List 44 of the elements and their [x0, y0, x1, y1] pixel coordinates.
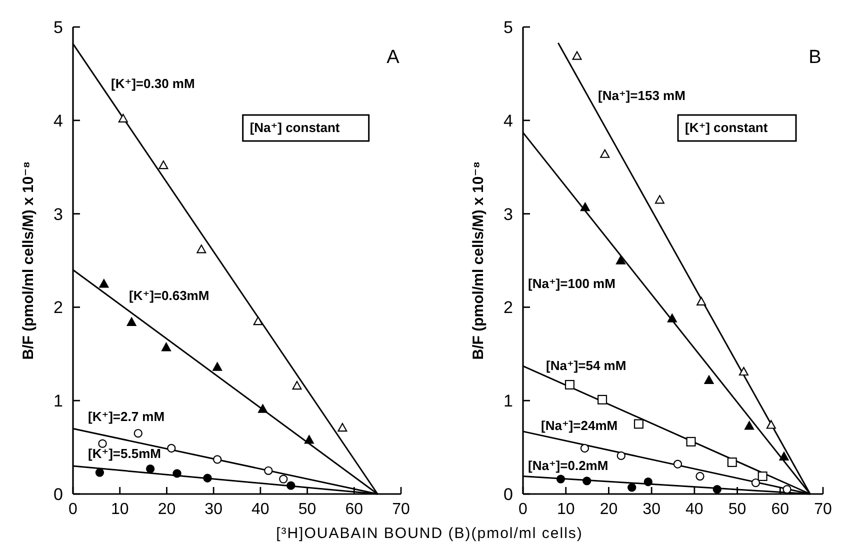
x-tick-label: 10	[110, 501, 129, 518]
annotation: [Na⁺]=100 mM	[528, 276, 616, 291]
y-tick-label: 5	[504, 18, 513, 37]
x-tick-label: 0	[518, 501, 528, 518]
y-tick-label: 4	[54, 111, 63, 130]
x-tick-label: 20	[158, 501, 176, 518]
text: B	[808, 47, 822, 68]
x-tick-label: 40	[252, 501, 270, 518]
annotation: [Na⁺]=0.2mM	[528, 458, 608, 473]
x-tick-label: 30	[642, 501, 661, 518]
y-tick-label: 0	[504, 484, 513, 504]
annotation: [K⁺] constant	[685, 120, 768, 135]
x-axis-title: [³H]OUABAIN BOUND (B)(pmol/ml cells)	[276, 525, 583, 542]
annotation: [K⁺]=0.63mM	[129, 288, 210, 303]
annotation: [Na⁺]=24mM	[541, 418, 618, 433]
y-tick-label: 0	[54, 484, 63, 504]
y-tick-label: 1	[504, 392, 513, 411]
y-axis-title: B/F (pmol/ml cells/M) x 10⁻⁸	[20, 161, 37, 360]
y-tick-label: 3	[504, 204, 513, 224]
y-axis-title: B/F (pmol/ml cells/M) x 10⁻⁸	[470, 161, 487, 360]
y-tick-label: 3	[54, 204, 63, 224]
y-tick-label: 2	[504, 298, 513, 318]
y-tick-label: 4	[504, 111, 513, 130]
x-tick-label: 70	[814, 501, 832, 518]
annotation: [K⁺]=2.7 mM	[88, 409, 165, 424]
x-tick-label: 0	[68, 501, 78, 518]
x-tick-label: 10	[556, 501, 575, 518]
x-tick-label: 30	[204, 501, 223, 518]
y-tick-label: 1	[54, 392, 63, 411]
annotation: [Na⁺]=54 mM	[546, 358, 626, 373]
annotation: [Na⁺]=153 mM	[598, 88, 686, 103]
annotation: [Na⁺] constant	[250, 120, 340, 135]
y-tick-label: 5	[54, 18, 63, 37]
annotation: [K⁺]=5.5mM	[88, 446, 161, 461]
y-tick-label: 2	[54, 298, 63, 318]
annotation: [K⁺]=0.30 mM	[111, 76, 195, 91]
x-tick-label: 50	[728, 501, 746, 518]
x-tick-label: 40	[686, 501, 704, 518]
x-tick-label: 70	[392, 501, 410, 518]
x-tick-label: 50	[298, 501, 316, 518]
text: A	[386, 47, 400, 68]
x-tick-label: 60	[345, 501, 364, 518]
x-tick-label: 20	[600, 501, 618, 518]
x-tick-label: 60	[771, 501, 790, 518]
